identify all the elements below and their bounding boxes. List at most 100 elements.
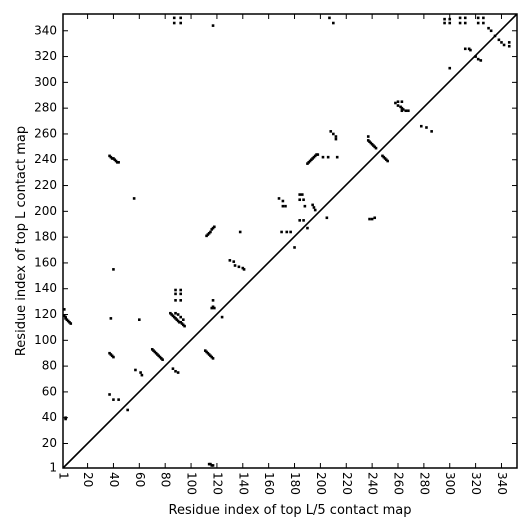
x-tick-label: 200 bbox=[314, 472, 328, 495]
contact-point bbox=[62, 308, 66, 311]
contact-point bbox=[312, 206, 316, 209]
y-tick-label: 340 bbox=[34, 23, 57, 37]
y-tick-label: 40 bbox=[42, 410, 57, 424]
contact-point bbox=[458, 16, 462, 20]
contact-point bbox=[213, 306, 216, 310]
contact-point bbox=[138, 318, 141, 321]
contact-point bbox=[174, 299, 177, 302]
contact-point bbox=[232, 260, 236, 263]
contact-point bbox=[332, 21, 335, 25]
contact-point bbox=[109, 317, 113, 320]
contact-point bbox=[293, 246, 296, 249]
contact-point bbox=[316, 153, 320, 156]
y-tick-label: 100 bbox=[34, 333, 57, 347]
contact-point bbox=[289, 230, 292, 234]
contact-point bbox=[443, 21, 446, 25]
contact-point bbox=[328, 16, 331, 20]
contact-point bbox=[298, 193, 301, 196]
contact-point bbox=[476, 57, 480, 61]
contact-point bbox=[400, 100, 404, 103]
contact-point bbox=[140, 373, 144, 377]
y-tick-label: 260 bbox=[34, 126, 57, 140]
contact-point bbox=[400, 109, 404, 113]
contact-point bbox=[281, 199, 285, 203]
contact-point bbox=[211, 24, 215, 27]
contact-point bbox=[298, 198, 301, 202]
x-tick-label: 180 bbox=[288, 472, 302, 495]
contact-point bbox=[183, 324, 186, 328]
y-tick-label: 220 bbox=[34, 178, 57, 192]
contact-point bbox=[306, 226, 309, 230]
contact-point bbox=[419, 124, 423, 128]
contact-point bbox=[311, 203, 314, 207]
contact-point bbox=[497, 38, 501, 42]
contact-point bbox=[176, 313, 180, 316]
contact-point bbox=[179, 16, 182, 20]
contact-point bbox=[179, 288, 182, 292]
contact-point bbox=[117, 161, 120, 164]
contact-point bbox=[116, 161, 119, 164]
contact-point bbox=[370, 217, 374, 221]
contact-point bbox=[396, 100, 400, 103]
x-tick-label: 300 bbox=[443, 472, 457, 495]
contact-point bbox=[507, 41, 511, 44]
contact-point bbox=[174, 288, 177, 292]
contact-point bbox=[112, 355, 115, 359]
x-tick-label: 160 bbox=[262, 472, 276, 495]
contact-point bbox=[179, 21, 182, 25]
y-tick-label: 240 bbox=[34, 152, 57, 166]
contact-point bbox=[174, 369, 177, 373]
contact-point bbox=[334, 137, 338, 141]
x-tick-label: 260 bbox=[392, 472, 406, 495]
contact-point bbox=[112, 268, 115, 271]
contact-point bbox=[134, 368, 137, 372]
contact-point bbox=[172, 21, 176, 25]
y-axis-ticks: 1204060801001201401601802002202402602803… bbox=[34, 23, 517, 475]
x-tick-label: 320 bbox=[469, 472, 483, 495]
contact-point bbox=[448, 66, 452, 70]
contact-point bbox=[430, 130, 433, 133]
contact-point bbox=[507, 44, 511, 48]
y-tick-label: 300 bbox=[34, 75, 57, 89]
y-tick-label: 60 bbox=[42, 384, 57, 398]
contact-point bbox=[228, 259, 232, 262]
x-tick-label: 220 bbox=[340, 472, 354, 495]
contact-point bbox=[117, 398, 120, 401]
contact-point bbox=[237, 265, 241, 269]
contact-points bbox=[62, 16, 511, 467]
contact-point bbox=[374, 146, 378, 150]
contact-point bbox=[443, 17, 446, 21]
contact-point bbox=[238, 230, 242, 234]
contact-point bbox=[476, 16, 480, 20]
contact-point bbox=[448, 17, 452, 21]
contact-point bbox=[174, 311, 177, 315]
contact-point bbox=[174, 292, 177, 296]
y-tick-label: 280 bbox=[34, 101, 57, 115]
x-axis-ticks: 1 20 40 60 80 100 120 140 160 180 200 220 240 260 280 3… bbox=[57, 14, 509, 495]
y-axis-label: Residue index of top L contact map bbox=[14, 126, 29, 356]
contact-point bbox=[313, 208, 317, 212]
contact-point bbox=[463, 47, 467, 51]
x-tick-label: 120 bbox=[210, 472, 224, 495]
contact-point bbox=[482, 21, 485, 25]
x-tick-label: 60 bbox=[133, 472, 147, 487]
contact-point bbox=[500, 41, 503, 44]
contact-point bbox=[404, 109, 408, 113]
y-tick-label: 200 bbox=[34, 204, 57, 218]
contact-point bbox=[211, 299, 215, 302]
plot-frame bbox=[62, 13, 518, 469]
contact-point bbox=[132, 197, 136, 200]
contact-point bbox=[325, 216, 329, 220]
y-tick-label: 160 bbox=[34, 255, 57, 269]
contact-point bbox=[179, 292, 182, 296]
contact-point bbox=[277, 197, 281, 200]
contact-point bbox=[482, 16, 485, 20]
y-tick-label: 80 bbox=[42, 359, 57, 373]
contact-point bbox=[373, 216, 377, 220]
contact-point bbox=[242, 268, 246, 271]
x-tick-label: 1 bbox=[57, 472, 71, 480]
contact-point bbox=[366, 135, 370, 138]
contact-point bbox=[476, 21, 480, 25]
contact-point bbox=[233, 264, 237, 267]
